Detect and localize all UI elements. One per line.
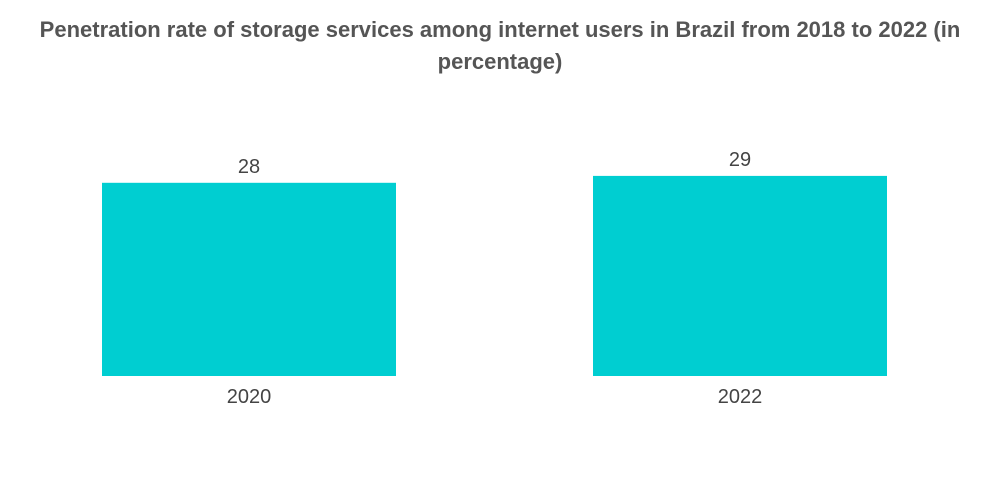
x-tick-label-2020: 2020 (227, 386, 272, 408)
x-tick-label-2022: 2022 (718, 386, 763, 408)
data-label-2022: 29 (729, 149, 751, 171)
bar-2022 (593, 175, 887, 376)
bar-2020 (102, 182, 396, 376)
data-label-2020: 28 (238, 156, 260, 178)
chart-title: Penetration rate of storage services amo… (39, 17, 961, 74)
